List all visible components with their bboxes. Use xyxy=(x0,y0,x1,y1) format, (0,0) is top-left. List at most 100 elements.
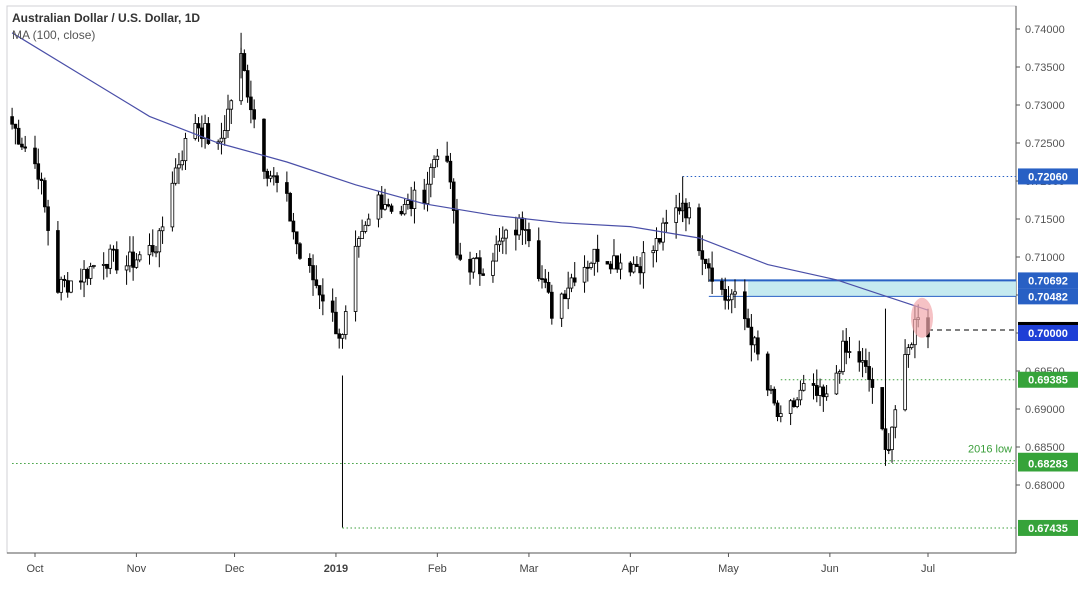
price-badge-4 xyxy=(1018,325,1078,341)
candle-body xyxy=(818,386,822,396)
candle-body xyxy=(131,251,135,268)
candle-body xyxy=(307,257,312,266)
candle-body xyxy=(821,386,826,398)
candle-body xyxy=(569,277,574,289)
candle-body xyxy=(249,96,253,111)
candle-body xyxy=(157,230,162,253)
indicator-label: MA (100, close) xyxy=(12,28,96,42)
candle-body xyxy=(128,251,132,267)
candle-body xyxy=(612,255,616,270)
candle-body xyxy=(749,326,754,346)
candle-body xyxy=(697,207,701,252)
candle-body xyxy=(814,385,819,396)
candle-body xyxy=(82,268,86,283)
candle-body xyxy=(206,123,211,144)
candle-body xyxy=(340,334,345,339)
candle-body xyxy=(10,116,14,125)
candle-body xyxy=(448,160,453,183)
candle-body xyxy=(56,230,60,293)
candle-body xyxy=(520,217,525,231)
candle-body xyxy=(540,278,544,280)
ma-line xyxy=(11,32,929,311)
x-tick-label-7: May xyxy=(718,563,739,575)
candle-body xyxy=(811,383,816,386)
candle-body xyxy=(78,280,83,283)
candle-body xyxy=(409,200,413,209)
candle-body xyxy=(909,344,914,349)
candle-body xyxy=(651,250,656,254)
y-tick-label-12: 0.68000 xyxy=(1025,480,1065,492)
candle-body xyxy=(631,263,636,273)
price-badge-0 xyxy=(1018,168,1078,185)
candle-body xyxy=(550,291,554,319)
candle-body xyxy=(92,265,96,267)
candle-body xyxy=(23,146,27,149)
candle-body xyxy=(85,268,90,279)
candle-body xyxy=(726,299,731,302)
candle-body xyxy=(399,210,404,215)
price-badge-label-7: 0.68283 xyxy=(1028,458,1068,470)
candle-body xyxy=(867,366,871,380)
candle-body xyxy=(59,278,63,293)
candle-body xyxy=(321,294,325,302)
candle-body xyxy=(471,258,476,273)
x-tick-label-6: Apr xyxy=(622,563,639,575)
candle-body xyxy=(183,138,188,162)
candle-body xyxy=(43,180,47,208)
candle-body xyxy=(36,163,41,180)
candle-body xyxy=(88,266,93,279)
candle-body xyxy=(137,254,142,261)
candle-body xyxy=(801,383,806,391)
candle-body xyxy=(383,204,387,210)
candle-body xyxy=(906,347,911,355)
candle-body xyxy=(491,260,495,276)
candle-body xyxy=(314,279,319,286)
price-badge-7 xyxy=(1018,455,1078,472)
candle-body xyxy=(222,130,227,139)
x-tick-label-8: Jun xyxy=(821,563,839,575)
candle-body xyxy=(275,175,279,183)
y-tick-label-2: 0.73000 xyxy=(1025,100,1065,112)
symbol-title: Australian Dollar / U.S. Dollar, 1D xyxy=(12,11,201,25)
candle-body xyxy=(285,182,289,194)
candle-body xyxy=(517,217,521,236)
price-badge-label-1: 0.70692 xyxy=(1028,275,1068,287)
candle-body xyxy=(160,226,165,232)
candle-body xyxy=(150,245,155,253)
y-tick-label-1: 0.73500 xyxy=(1025,62,1065,74)
candle-body xyxy=(559,293,564,319)
candle-body xyxy=(687,207,692,219)
x-tick-label-4: Feb xyxy=(428,563,447,575)
y-tick-label-5: 0.71500 xyxy=(1025,214,1065,226)
candle-body xyxy=(268,175,273,179)
candle-body xyxy=(592,248,597,264)
candle-body xyxy=(389,205,394,212)
candle-body xyxy=(229,100,234,110)
candle-body xyxy=(170,182,175,228)
candle-body xyxy=(363,224,368,232)
candle-body xyxy=(733,291,737,295)
candle-body xyxy=(16,127,21,145)
candle-body xyxy=(582,266,587,283)
candle-body xyxy=(618,262,623,270)
candle-body xyxy=(39,178,44,181)
candle-body xyxy=(703,258,708,265)
candle-body xyxy=(743,291,747,320)
candle-body xyxy=(903,354,907,411)
candle-body xyxy=(291,220,296,233)
candle-body xyxy=(792,400,796,407)
candle-body xyxy=(226,108,230,131)
y-tick-label-3: 0.72500 xyxy=(1025,138,1065,150)
candle-body xyxy=(468,258,472,273)
candle-body xyxy=(412,189,417,209)
candle-body xyxy=(366,218,371,226)
candle-body xyxy=(684,202,688,219)
y-tick-label-10: 0.69000 xyxy=(1025,404,1065,416)
candle-body xyxy=(775,402,780,417)
candle-body xyxy=(357,238,361,247)
candle-body xyxy=(271,175,276,178)
candle-body xyxy=(13,123,18,129)
candle-body xyxy=(33,147,37,165)
candle-body xyxy=(608,263,613,270)
candle-body xyxy=(886,449,891,451)
